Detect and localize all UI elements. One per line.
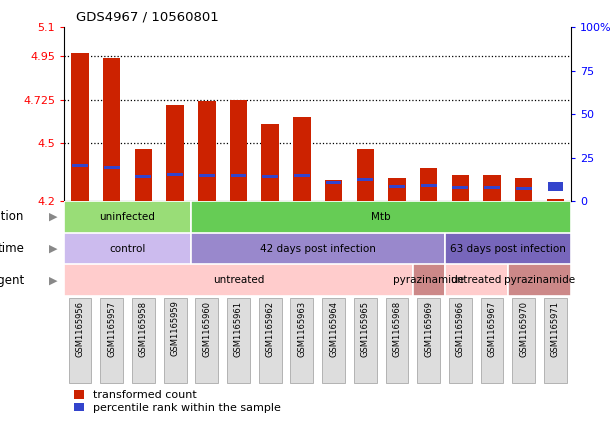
FancyBboxPatch shape	[449, 298, 472, 383]
Bar	[72, 164, 88, 167]
Bar	[421, 184, 437, 187]
Bar	[262, 175, 278, 179]
FancyBboxPatch shape	[259, 298, 282, 383]
Bar	[445, 264, 508, 296]
Bar	[515, 178, 532, 201]
Bar	[103, 58, 120, 201]
Bar	[230, 100, 247, 201]
Text: ▶: ▶	[49, 275, 57, 285]
Text: agent: agent	[0, 274, 24, 287]
Bar	[516, 187, 532, 190]
Bar	[326, 181, 342, 184]
Text: GSM1165958: GSM1165958	[139, 301, 148, 357]
Text: GSM1165963: GSM1165963	[298, 301, 306, 357]
Text: GSM1165967: GSM1165967	[488, 301, 497, 357]
Text: 63 days post infection: 63 days post infection	[450, 244, 566, 253]
Text: GSM1165961: GSM1165961	[234, 301, 243, 357]
Text: ▶: ▶	[49, 212, 57, 222]
Bar	[508, 264, 571, 296]
Text: GSM1165956: GSM1165956	[76, 301, 84, 357]
Bar	[294, 174, 310, 177]
Bar	[388, 178, 406, 201]
Text: ▶: ▶	[49, 244, 57, 253]
Bar	[357, 178, 373, 181]
Text: GSM1165964: GSM1165964	[329, 301, 338, 357]
FancyBboxPatch shape	[290, 298, 313, 383]
Text: GSM1165970: GSM1165970	[519, 301, 529, 357]
Bar	[357, 149, 374, 201]
FancyBboxPatch shape	[132, 298, 155, 383]
FancyBboxPatch shape	[386, 298, 408, 383]
Text: untreated: untreated	[450, 275, 502, 285]
Text: GDS4967 / 10560801: GDS4967 / 10560801	[76, 10, 219, 23]
Bar	[262, 124, 279, 201]
Text: GSM1165959: GSM1165959	[170, 301, 180, 357]
Bar	[167, 173, 183, 176]
Bar	[104, 166, 120, 169]
Bar	[483, 175, 501, 201]
Bar	[325, 180, 342, 201]
FancyBboxPatch shape	[100, 298, 123, 383]
Bar	[71, 52, 89, 201]
FancyBboxPatch shape	[481, 298, 503, 383]
FancyBboxPatch shape	[196, 298, 218, 383]
FancyBboxPatch shape	[417, 298, 440, 383]
Bar	[198, 101, 216, 201]
Text: GSM1165965: GSM1165965	[360, 301, 370, 357]
Text: GSM1165969: GSM1165969	[424, 301, 433, 357]
Bar	[136, 175, 152, 179]
Text: pyrazinamide: pyrazinamide	[393, 275, 464, 285]
Bar	[420, 168, 437, 201]
Bar	[413, 264, 445, 296]
Bar	[445, 233, 571, 264]
Text: GSM1165966: GSM1165966	[456, 301, 465, 357]
Text: GSM1165962: GSM1165962	[266, 301, 275, 357]
Bar	[191, 233, 445, 264]
Text: GSM1165960: GSM1165960	[202, 301, 211, 357]
FancyBboxPatch shape	[227, 298, 250, 383]
Bar	[547, 181, 563, 191]
Bar	[389, 185, 405, 188]
FancyBboxPatch shape	[68, 298, 92, 383]
Bar	[452, 186, 468, 189]
Text: 42 days post infection: 42 days post infection	[260, 244, 376, 253]
Bar	[452, 175, 469, 201]
Bar	[484, 186, 500, 189]
Text: untreated: untreated	[213, 275, 264, 285]
Bar	[230, 174, 246, 177]
Text: uninfected: uninfected	[100, 212, 155, 222]
FancyBboxPatch shape	[164, 298, 186, 383]
Text: pyrazinamide: pyrazinamide	[504, 275, 575, 285]
Bar	[64, 201, 191, 233]
Text: GSM1165971: GSM1165971	[551, 301, 560, 357]
Bar	[64, 233, 191, 264]
Bar	[191, 201, 571, 233]
Text: GSM1165957: GSM1165957	[107, 301, 116, 357]
FancyBboxPatch shape	[513, 298, 535, 383]
FancyBboxPatch shape	[544, 298, 567, 383]
FancyBboxPatch shape	[354, 298, 376, 383]
Text: Mtb: Mtb	[371, 212, 391, 222]
Text: control: control	[109, 244, 146, 253]
Bar	[64, 264, 413, 296]
Bar	[134, 149, 152, 201]
Text: GSM1165968: GSM1165968	[392, 301, 401, 357]
Bar	[293, 117, 310, 201]
FancyBboxPatch shape	[322, 298, 345, 383]
Legend: transformed count, percentile rank within the sample: transformed count, percentile rank withi…	[70, 385, 285, 418]
Text: time: time	[0, 242, 24, 255]
Bar	[199, 174, 214, 177]
Bar	[166, 104, 184, 201]
Text: infection: infection	[0, 210, 24, 223]
Bar	[547, 199, 564, 201]
